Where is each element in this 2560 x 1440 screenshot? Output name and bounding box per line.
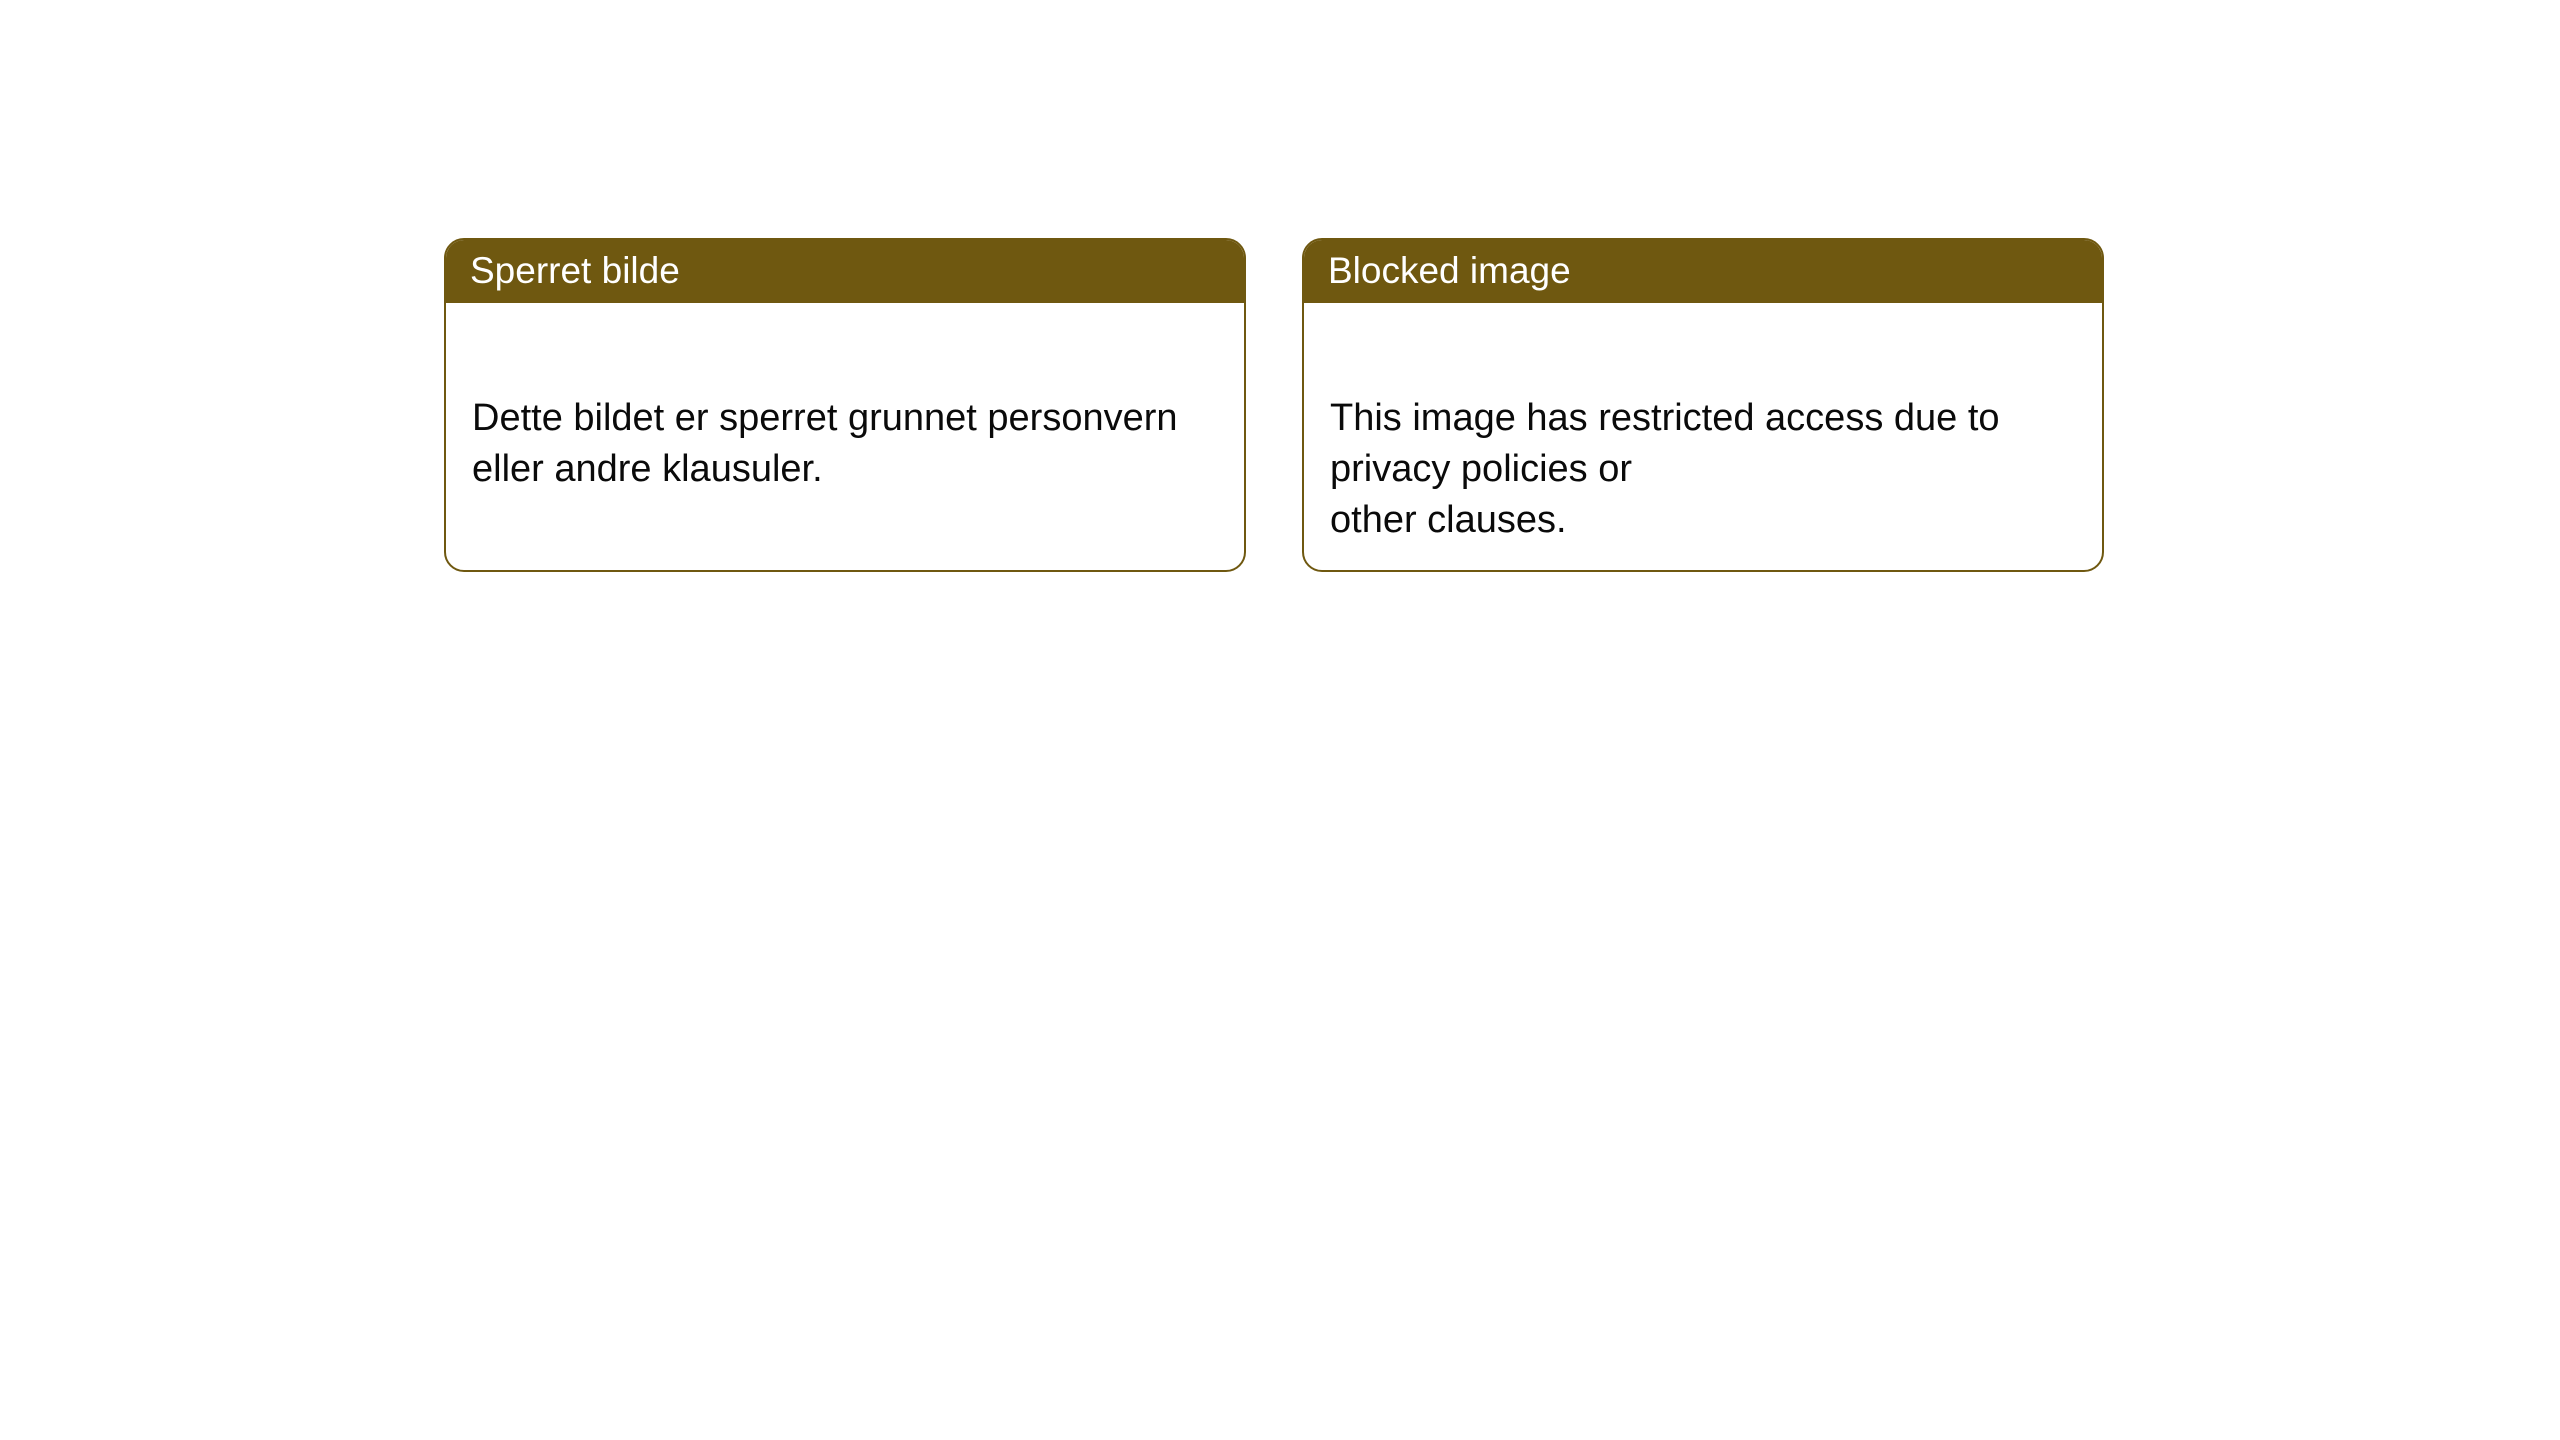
notice-card-title: Blocked image (1328, 250, 1571, 291)
notice-card-title: Sperret bilde (470, 250, 680, 291)
notice-card-body: This image has restricted access due to … (1304, 303, 2102, 572)
notice-card-text: This image has restricted access due to … (1330, 397, 2000, 542)
notice-card-body: Dette bildet er sperret grunnet personve… (446, 303, 1244, 521)
notice-card-no: Sperret bilde Dette bildet er sperret gr… (444, 238, 1246, 572)
notice-card-text: Dette bildet er sperret grunnet personve… (472, 397, 1178, 490)
notice-container: Sperret bilde Dette bildet er sperret gr… (0, 0, 2560, 572)
notice-card-header: Sperret bilde (446, 240, 1244, 303)
notice-card-en: Blocked image This image has restricted … (1302, 238, 2104, 572)
notice-card-header: Blocked image (1304, 240, 2102, 303)
